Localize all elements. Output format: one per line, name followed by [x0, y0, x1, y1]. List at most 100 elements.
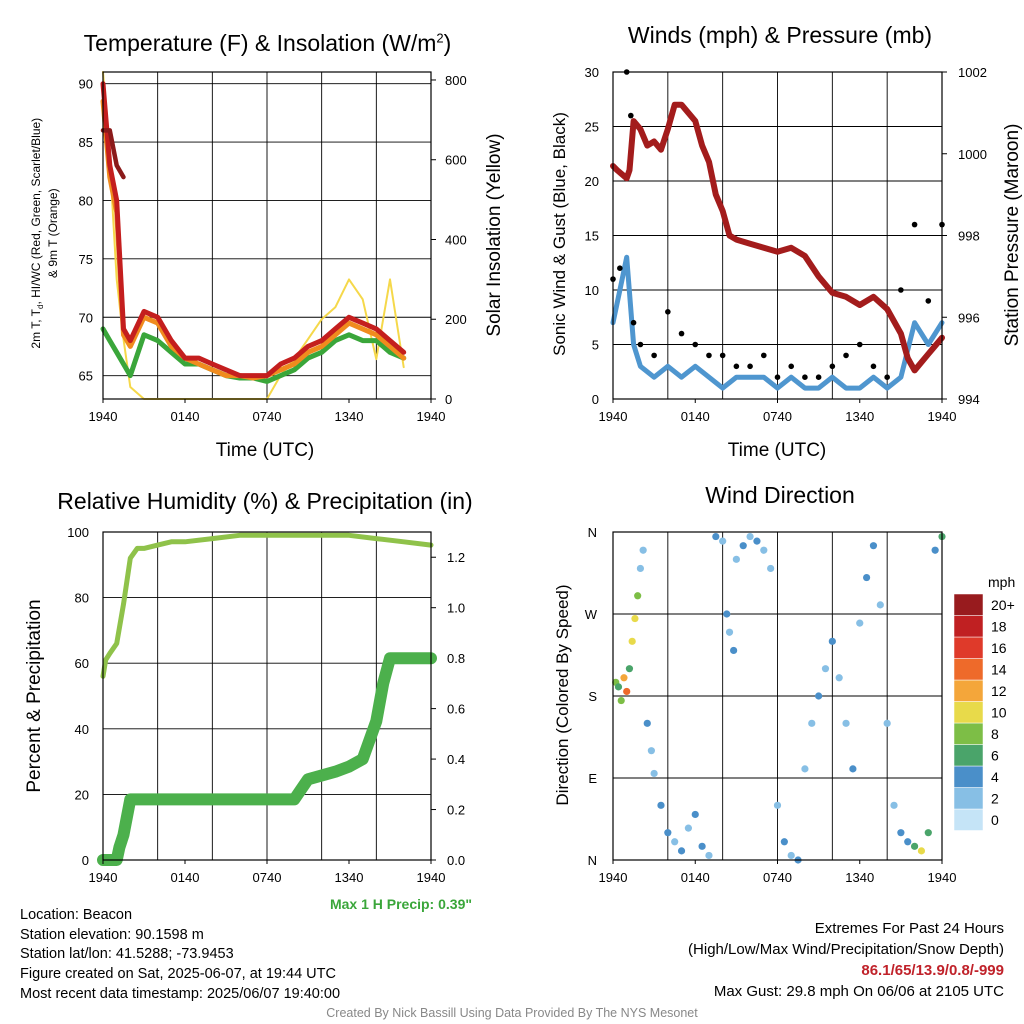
station-elevation: Station elevation: 90.1598 m: [20, 926, 204, 943]
direction-ytick-label-3: W: [585, 607, 598, 622]
direction-legend-label-3: 6: [991, 747, 999, 763]
humidity-ylabel: Percent & Precipitation: [24, 599, 45, 793]
direction-point-16: [671, 838, 679, 846]
humidity-ytick-label-4: 80: [75, 591, 89, 606]
temperature-ytick-label-3: 80: [79, 193, 93, 208]
direction-legend-swatch-5: [953, 701, 984, 724]
winds-xlabel: Time (UTC): [727, 440, 827, 461]
winds-gust-point-8: [678, 330, 685, 337]
extremes-block: Extremes For Past 24 Hours (High/Low/Max…: [688, 918, 1004, 1002]
winds-y2tick-label-4: 1002: [958, 65, 987, 80]
humidity-xtick-label-3: 1340: [335, 870, 364, 885]
winds-panel-title: Winds (mph) & Pressure (mb): [627, 22, 933, 48]
winds-ytick-label-3: 15: [585, 229, 599, 244]
winds-xtick-label-0: 1940: [599, 409, 628, 424]
winds-gust-point-4: [630, 319, 637, 326]
station-info: Location: Beacon Station elevation: 90.1…: [20, 906, 340, 1005]
direction-point-5: [625, 665, 634, 673]
direction-legend-swatch-3: [953, 744, 984, 767]
direction-point-56: [931, 546, 939, 554]
temperature-title-text: Temperature (F) & Insolation (W/m: [83, 30, 437, 56]
temperature-y2tick-label-1: 200: [445, 312, 467, 327]
winds-gust-point-15: [774, 374, 781, 381]
winds-ytick-label-4: 20: [585, 174, 599, 189]
extremes-values: 86.1/65/13.9/0.8/-999: [861, 962, 1004, 979]
direction-point-11: [643, 719, 651, 727]
winds-ytick-label-2: 10: [585, 283, 599, 298]
winds-gust-point-20: [843, 352, 849, 359]
temperature-xtick-label-2: 0740: [253, 409, 282, 424]
direction-point-22: [712, 532, 720, 541]
winds-gust-point-3: [628, 112, 634, 119]
direction-point-30: [753, 537, 761, 545]
direction-xtick-label-1: 0140: [681, 870, 710, 885]
direction-point-25: [725, 628, 734, 636]
direction-point-14: [657, 801, 665, 809]
temperature-y2label: Solar Insolation (Yellow): [484, 133, 505, 337]
winds-gust-point-7: [665, 309, 671, 315]
direction-point-24: [723, 610, 731, 618]
winds-ytick-label-0: 0: [592, 392, 599, 407]
winds-series-pressure: [610, 101, 945, 374]
temperature-xtick-label-0: 1940: [89, 409, 118, 424]
direction-point-32: [767, 564, 775, 573]
temperature-xtick-label-4: 1940: [417, 409, 446, 424]
direction-legend-label-5: 10: [991, 704, 1007, 720]
direction-point-23: [719, 537, 727, 545]
direction-point-39: [815, 692, 823, 700]
direction-legend-label-10: 20+: [991, 597, 1015, 613]
direction-point-40: [821, 665, 830, 673]
winds-gust-point-16: [788, 363, 795, 370]
direction-ytick-label-0: N: [588, 853, 597, 868]
direction-legend-swatch-8: [953, 636, 984, 659]
winds-xtick-label-4: 1940: [928, 409, 957, 424]
direction-ytick-label-2: S: [588, 689, 597, 704]
direction-point-19: [691, 810, 699, 819]
direction-point-6: [628, 637, 636, 645]
direction-xtick-label-0: 1940: [599, 870, 628, 885]
temperature-y2tick-label-0: 0: [445, 392, 452, 407]
direction-point-44: [849, 765, 857, 773]
direction-xtick-label-4: 1940: [928, 870, 957, 885]
winds-y2tick-label-0: 994: [958, 392, 980, 407]
direction-point-3: [620, 674, 628, 682]
direction-point-34: [780, 838, 788, 846]
humidity-y2tick-label-2: 0.4: [447, 752, 465, 767]
direction-legend-swatch-1: [953, 787, 984, 810]
temperature-series-hi-wc: [100, 128, 126, 180]
direction-point-12: [647, 747, 655, 755]
direction-point-8: [634, 592, 642, 600]
direction-legend-swatch-6: [953, 679, 984, 702]
direction-point-50: [890, 801, 898, 809]
winds-y2tick-label-3: 1000: [958, 147, 987, 162]
winds-ytick-label-5: 25: [585, 120, 599, 135]
direction-point-27: [732, 555, 740, 563]
extremes-heading: Extremes For Past 24 Hours: [814, 920, 1004, 937]
direction-point-51: [897, 829, 905, 837]
direction-legend-swatch-10: [953, 593, 984, 616]
speed-legend-title: mph: [988, 574, 1016, 590]
winds-gust-point-11: [719, 352, 726, 359]
direction-point-31: [760, 546, 768, 554]
direction-point-45: [856, 619, 864, 627]
temperature-ytick-label-0: 65: [79, 369, 93, 384]
winds-gust-point-25: [911, 221, 918, 228]
winds-ytick-label-1: 5: [592, 338, 599, 353]
direction-point-53: [910, 842, 919, 850]
winds-gust-point-10: [706, 352, 712, 359]
winds-gust-point-23: [884, 374, 890, 381]
footer-credit: Created By Nick Bassill Using Data Provi…: [326, 1006, 698, 1020]
humidity-ytick-label-3: 60: [75, 656, 89, 671]
temperature-series-solar-insolation: [102, 71, 405, 400]
humidity-panel-title: Relative Humidity (%) & Precipitation (i…: [57, 488, 473, 514]
temperature-panel-title: Temperature (F) & Insolation (W/m2): [40, 30, 495, 57]
winds-gust-point-22: [870, 363, 877, 370]
humidity-series-relative-humidity: [100, 532, 434, 679]
humidity-xtick-label-4: 1940: [417, 870, 446, 885]
direction-point-55: [924, 829, 932, 837]
winds-gust-point-9: [692, 341, 699, 348]
station-latlon: Station lat/lon: 41.5288; -73.9453: [20, 946, 234, 963]
humidity-y2tick-label-3: 0.6: [447, 702, 465, 717]
humidity-xtick-label-0: 1940: [89, 870, 118, 885]
